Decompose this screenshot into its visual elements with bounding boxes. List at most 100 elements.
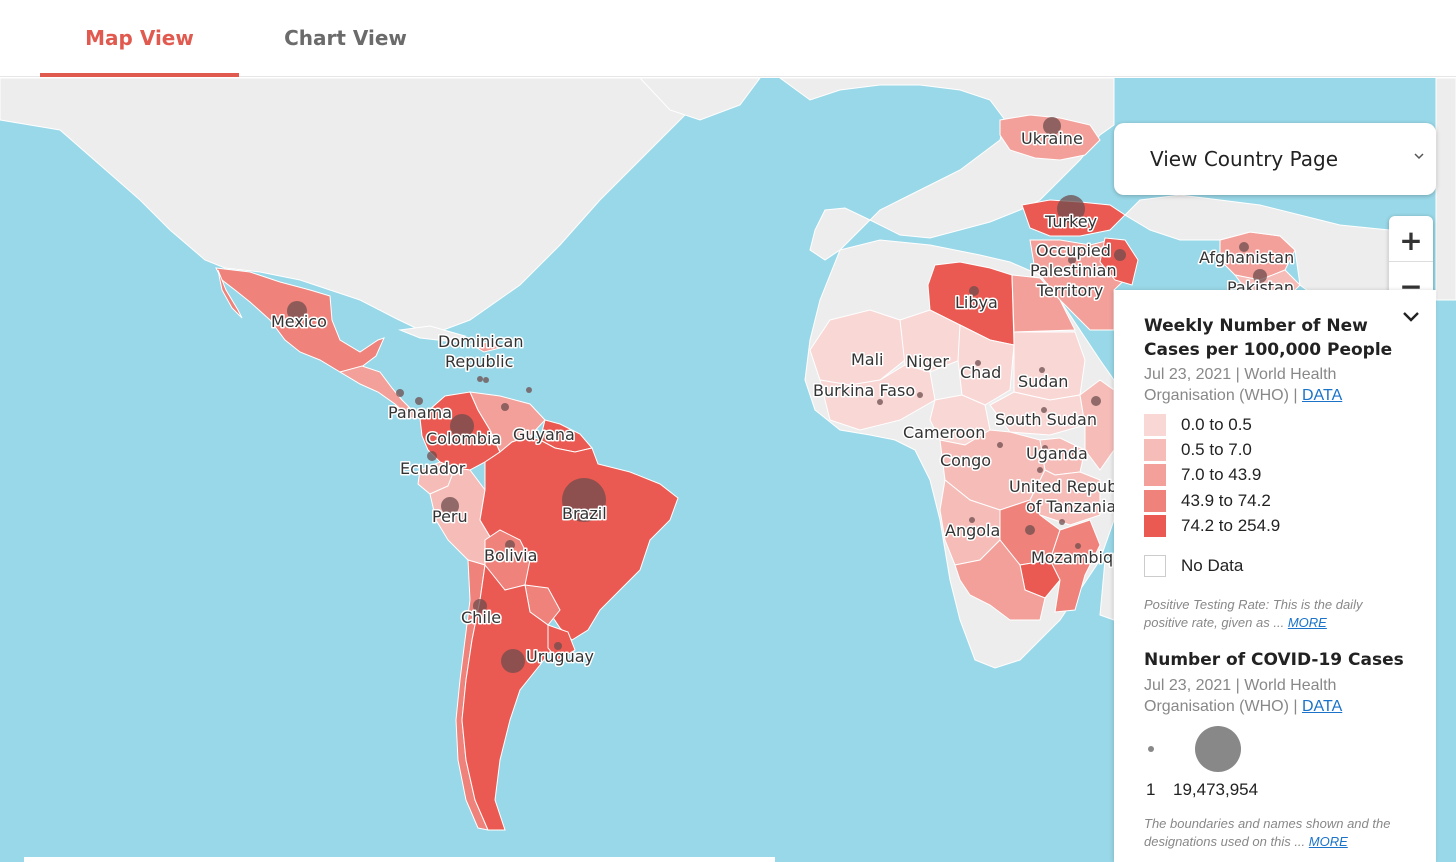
legend-bin-1: 0.5 to 7.0: [1144, 439, 1252, 461]
view-country-page-select[interactable]: View Country Page: [1114, 123, 1436, 195]
zoom-in-icon: +: [1399, 223, 1423, 257]
bubble-bolivia[interactable]: [505, 540, 515, 550]
country-burkina-faso-shape[interactable]: [819, 364, 936, 431]
label-peru: Peru: [432, 507, 468, 526]
bubble-uganda[interactable]: [1042, 445, 1048, 451]
land-egypt: [1011, 274, 1076, 333]
legend-no-data: No Data: [1144, 555, 1243, 577]
bubble-libya[interactable]: [969, 286, 979, 296]
zoom-in-button[interactable]: +: [1389, 218, 1433, 262]
legend-swatch-3: [1144, 490, 1166, 512]
legend-panel: Weekly Number of New Cases per 100,000 P…: [1114, 290, 1436, 862]
country-dominican-republic-shape[interactable]: [468, 341, 502, 353]
label-afghanistan: Afghanistan: [1199, 248, 1294, 267]
land-central-america: [338, 365, 422, 419]
choropleth-title: Weekly Number of New Cases per 100,000 P…: [1144, 316, 1393, 360]
bubble-chile[interactable]: [473, 599, 487, 613]
tab-chart-view[interactable]: Chart View: [246, 0, 445, 76]
label-guyana: Guyana: [513, 425, 575, 444]
tab-chart-view-label: Chart View: [284, 26, 407, 50]
bubble-iraq[interactable]: [1114, 249, 1126, 261]
bubble-legend-source-text: Jul 23, 2021 | World Health Organisation…: [1144, 677, 1337, 715]
bubble-peru[interactable]: [441, 497, 459, 515]
label-dominican-republic-2: Republic: [445, 352, 513, 371]
bubble-argentina[interactable]: [501, 649, 525, 673]
legend-swatch-1: [1144, 439, 1166, 461]
bubble-panama[interactable]: [396, 389, 404, 397]
bubble-zambia[interactable]: [1025, 525, 1035, 535]
country-labels: Mexico Dominican Republic Panama Colombi…: [270, 128, 1296, 668]
legend-swatch-2: [1144, 464, 1166, 486]
bubble-palestine[interactable]: [1068, 256, 1076, 264]
bubble-trinidad[interactable]: [526, 387, 532, 393]
bubble-legend-min: 1: [1146, 780, 1156, 799]
bubble-turkey[interactable]: [1057, 195, 1085, 223]
bubble-costa-rica[interactable]: [415, 397, 423, 405]
bubble-dominican-republic[interactable]: [477, 376, 483, 382]
label-chile: Chile: [461, 608, 501, 627]
bottom-strip: [24, 857, 775, 862]
legend-bin-0: 0.0 to 0.5: [1144, 414, 1252, 436]
label-brazil: Brazil: [562, 504, 607, 523]
label-sudan: Sudan: [1018, 372, 1068, 391]
legend-bin-label: 0.5 to 7.0: [1181, 440, 1252, 459]
bubble-ecuador[interactable]: [427, 451, 437, 461]
bubble-malawi[interactable]: [1059, 519, 1065, 525]
legend-swatch-0: [1144, 414, 1166, 436]
bubble-ukraine[interactable]: [1043, 117, 1061, 135]
legend-bin-label: 7.0 to 43.9: [1181, 465, 1262, 484]
label-libya: Libya: [955, 293, 998, 312]
bubble-legend-max: 19,473,954: [1173, 780, 1259, 799]
land-caspian-region: [1435, 78, 1456, 301]
legend-bin-4: 74.2 to 254.9: [1144, 515, 1280, 537]
bubble-kenya[interactable]: [1069, 449, 1075, 455]
country-ukraine-shape[interactable]: [999, 114, 1101, 161]
bubble-sudan[interactable]: [1039, 367, 1045, 373]
bubble-tanzania[interactable]: [1037, 467, 1043, 473]
label-niger: Niger: [906, 352, 949, 371]
bubble-mozambique[interactable]: [1075, 543, 1081, 549]
land-cuba: [398, 325, 467, 343]
label-south-sudan: South Sudan: [995, 410, 1097, 429]
label-ukraine: Ukraine: [1021, 129, 1083, 148]
bubble-colombia[interactable]: [450, 414, 474, 438]
land-southern-africa: [954, 539, 1046, 621]
collapse-legend-button[interactable]: [1400, 306, 1422, 328]
bubble-mexico[interactable]: [287, 301, 307, 321]
label-bolivia: Bolivia: [484, 546, 537, 565]
testing-rate-more-link[interactable]: MORE: [1287, 615, 1327, 630]
land-horn-of-africa: [1079, 379, 1115, 471]
choropleth-source-text: Jul 23, 2021 | World Health Organisation…: [1144, 366, 1337, 404]
bubble-venezuela[interactable]: [501, 403, 509, 411]
legend-swatch-4: [1144, 515, 1166, 537]
legend-swatch-no-data: [1144, 555, 1166, 577]
bubble-data-link[interactable]: DATA: [1301, 698, 1343, 715]
label-mozambique: Mozambique: [1031, 548, 1133, 567]
zoom-divider: [1389, 261, 1433, 262]
boundaries-more-link[interactable]: MORE: [1308, 834, 1348, 849]
bubble-drc[interactable]: [997, 442, 1003, 448]
bubble-brazil[interactable]: [562, 478, 606, 522]
bubble-cuba[interactable]: [483, 377, 489, 383]
bubble-angola[interactable]: [969, 517, 975, 523]
active-tab-underline: [40, 73, 239, 77]
legend-no-data-label: No Data: [1181, 556, 1244, 575]
bubble-zimbabwe[interactable]: [1039, 559, 1045, 565]
label-palestine-1: Occupied: [1036, 241, 1111, 260]
bubble-nigeria[interactable]: [917, 392, 923, 398]
label-palestine-2: Palestinian: [1030, 261, 1117, 280]
bubble-chad[interactable]: [975, 360, 981, 366]
choropleth-data-link[interactable]: DATA: [1301, 387, 1343, 404]
bubble-legend-source: Jul 23, 2021 | World Health Organisation…: [1144, 675, 1414, 717]
tab-map-view[interactable]: Map View: [40, 0, 239, 77]
country-chad-shape[interactable]: [957, 324, 1015, 406]
bubble-ethiopia[interactable]: [1091, 396, 1101, 406]
bubble-uruguay[interactable]: [554, 642, 562, 650]
bubble-pakistan[interactable]: [1253, 269, 1267, 283]
bubble-ghana[interactable]: [877, 399, 883, 405]
country-uruguay-shape[interactable]: [547, 624, 576, 661]
bubble-afghanistan[interactable]: [1239, 242, 1249, 252]
bubble-legend-small: [1148, 746, 1154, 752]
bubble-south-sudan[interactable]: [1041, 407, 1047, 413]
